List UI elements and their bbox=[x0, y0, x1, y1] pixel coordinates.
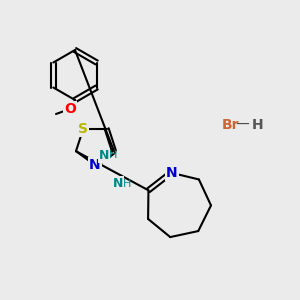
Text: O: O bbox=[64, 102, 76, 116]
Text: S: S bbox=[78, 122, 88, 136]
Text: N: N bbox=[166, 166, 178, 180]
Text: H: H bbox=[252, 118, 264, 132]
Text: Br: Br bbox=[222, 118, 239, 132]
Text: N: N bbox=[112, 177, 123, 190]
Text: N: N bbox=[98, 148, 109, 162]
Text: N: N bbox=[89, 158, 101, 172]
Text: —: — bbox=[235, 118, 249, 132]
Text: H: H bbox=[123, 178, 131, 189]
Text: H: H bbox=[109, 150, 117, 160]
